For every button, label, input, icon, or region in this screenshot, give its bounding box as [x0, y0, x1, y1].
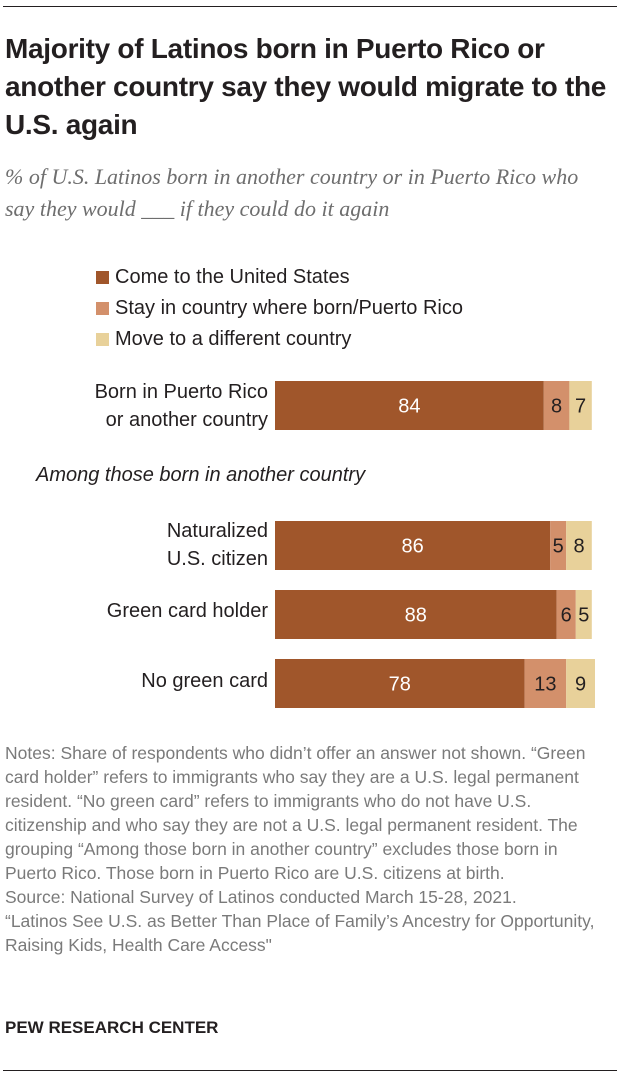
notes-block: Notes: Share of respondents who didn’t o…	[5, 741, 613, 957]
row-label-born-pr-or-other: Born in Puerto Rico or another country	[95, 378, 268, 434]
bar-segment-move	[566, 521, 592, 570]
row-label-line: U.S. citizen	[166, 548, 268, 570]
data-label-stay: 13	[534, 674, 556, 696]
data-label-come: 86	[401, 536, 423, 558]
data-label-move: 9	[575, 674, 586, 696]
row-label-line: Born in Puerto Rico	[94, 381, 268, 403]
bar-segment-stay	[556, 590, 576, 639]
chart-subtitle: % of U.S. Latinos born in another countr…	[5, 164, 579, 221]
data-label-come: 78	[389, 674, 411, 696]
source-text: Source: National Survey of Latinos condu…	[5, 887, 517, 907]
legend-label-move: Move to a different country	[115, 327, 352, 350]
notes-text: Notes: Share of respondents who didn’t o…	[5, 743, 586, 883]
data-label-come: 84	[398, 396, 420, 418]
row-label-no-green-card: No green card	[141, 670, 268, 692]
bar-segment-move	[566, 659, 595, 708]
report-title-text: “Latinos See U.S. as Better Than Place o…	[5, 911, 595, 955]
pew-brand: PEW RESEARCH CENTER	[5, 1018, 219, 1037]
bar-segment-come	[275, 381, 544, 430]
bar-segment-come	[275, 659, 525, 708]
legend-label-come: Come to the United States	[115, 265, 350, 288]
legend-item-come: Come to the United States	[96, 265, 350, 289]
group-label: Among those born in another country	[36, 464, 366, 486]
data-label-move: 7	[575, 396, 586, 418]
top-rule	[3, 6, 617, 7]
chart-title: Majority of Latinos born in Puerto Rico …	[5, 33, 607, 140]
row-label-green-card: Green card holder	[106, 600, 268, 622]
bar-segment-stay	[543, 381, 570, 430]
data-label-move: 5	[578, 605, 589, 627]
bar-segment-stay	[524, 659, 567, 708]
data-label-come: 88	[405, 605, 427, 627]
legend-item-stay: Stay in country where born/Puerto Rico	[96, 296, 463, 320]
data-label-stay: 8	[551, 396, 562, 418]
data-label-stay: 5	[553, 536, 564, 558]
data-label-move: 8	[573, 536, 584, 558]
legend-swatch-come	[96, 270, 109, 284]
row-label-naturalized: Naturalized U.S. citizen	[167, 517, 268, 573]
bottom-rule	[3, 1070, 617, 1071]
bar-segment-come	[275, 521, 551, 570]
bar-segment-stay	[550, 521, 567, 570]
row-label-line: or another country	[105, 409, 268, 431]
legend-label-stay: Stay in country where born/Puerto Rico	[115, 296, 463, 319]
bar-segment-move	[575, 590, 592, 639]
legend-item-move: Move to a different country	[96, 327, 351, 351]
bar-segment-come	[275, 590, 557, 639]
row-label-line: Naturalized	[166, 520, 268, 542]
legend-swatch-stay	[96, 301, 109, 315]
legend-swatch-move	[96, 332, 109, 346]
data-label-stay: 6	[561, 605, 572, 627]
bar-segment-move	[569, 381, 592, 430]
